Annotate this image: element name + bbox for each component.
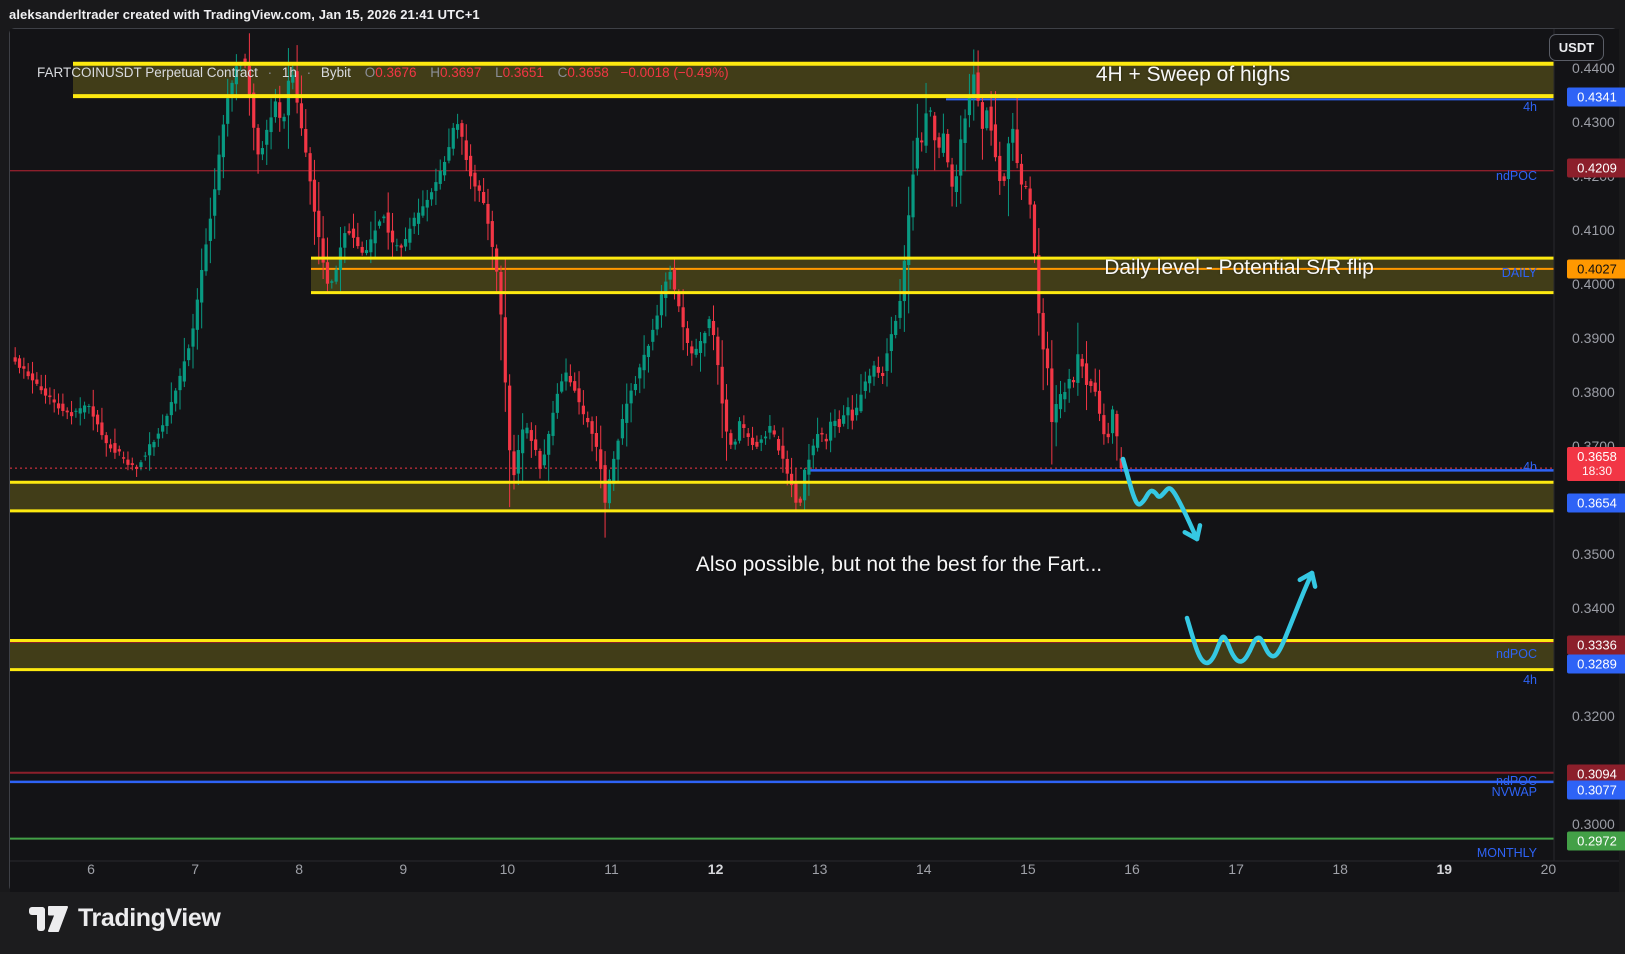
price-tick-0.3200: 0.3200 bbox=[1572, 707, 1615, 724]
time-tick-13: 13 bbox=[811, 861, 828, 877]
chart-widget: FARTCOINUSDT Perpetual Contract · 1h · B… bbox=[9, 28, 1625, 893]
time-tick-9: 9 bbox=[399, 861, 408, 877]
drawn-arrow-up-head bbox=[1297, 570, 1315, 583]
price-tick-0.4300: 0.4300 bbox=[1572, 113, 1615, 130]
symbol-title[interactable]: FARTCOINUSDT Perpetual Contract bbox=[37, 65, 258, 80]
price-tick-0.4400: 0.4400 bbox=[1572, 59, 1615, 76]
price-badge-0.4027: 0.4027 bbox=[1567, 259, 1625, 279]
level-tag-NVWAP: NVWAP bbox=[1491, 785, 1537, 799]
time-tick-17: 17 bbox=[1228, 861, 1244, 877]
tradingview-logo-text: TradingView bbox=[78, 904, 221, 932]
drawn-arrow-down[interactable] bbox=[1120, 456, 1200, 542]
attribution-text: aleksanderltrader created with TradingVi… bbox=[9, 7, 480, 22]
price-badge-0.3654: 0.3654 bbox=[1567, 493, 1625, 513]
level-tag-DAILY: DAILY bbox=[1501, 266, 1537, 280]
price-badge-0.3077: 0.3077 bbox=[1567, 780, 1625, 800]
price-chart[interactable] bbox=[10, 29, 1619, 893]
price-badge-0.4341: 0.4341 bbox=[1567, 87, 1625, 107]
legend-separator: · bbox=[306, 65, 312, 80]
tradingview-logo[interactable]: TradingView bbox=[28, 904, 221, 933]
drawn-arrow-down-head bbox=[1194, 523, 1203, 542]
open-value: 0.3676 bbox=[375, 65, 417, 80]
time-tick-6: 6 bbox=[87, 861, 95, 877]
high-value: 0.3697 bbox=[440, 65, 482, 80]
price-tick-0.3400: 0.3400 bbox=[1572, 599, 1615, 616]
candles bbox=[13, 33, 1123, 538]
zone-4h-sweep-of-highs[interactable] bbox=[73, 63, 1554, 97]
drawn-arrow-up[interactable] bbox=[1184, 570, 1315, 666]
legend-separator: · bbox=[267, 65, 273, 80]
price-badge-0.3094: 0.3094 bbox=[1567, 764, 1625, 784]
time-tick-18: 18 bbox=[1332, 861, 1348, 877]
level-tag-MONTHLY: MONTHLY bbox=[1476, 846, 1537, 860]
time-tick-8: 8 bbox=[295, 861, 304, 877]
footer-bar: TradingView bbox=[0, 892, 1625, 954]
price-tick-0.3000: 0.3000 bbox=[1572, 815, 1615, 832]
level-tag-ndPOC: ndPOC bbox=[1496, 647, 1537, 661]
price-tick-0.4000: 0.4000 bbox=[1572, 275, 1615, 292]
time-tick-15: 15 bbox=[1020, 861, 1036, 877]
open-prefix: O bbox=[364, 65, 376, 80]
time-tick-7: 7 bbox=[191, 861, 199, 877]
zone-mid-4h-level[interactable] bbox=[10, 482, 1554, 511]
symbol-legend[interactable]: FARTCOINUSDT Perpetual Contract · 1h · B… bbox=[37, 65, 729, 80]
level-tag-4h: 4h bbox=[1523, 673, 1537, 687]
time-tick-16: 16 bbox=[1124, 861, 1140, 877]
level-tag-4h: 4h bbox=[1523, 100, 1537, 115]
zone-daily-sr-flip[interactable] bbox=[311, 258, 1554, 293]
close-value: 0.3658 bbox=[567, 65, 609, 80]
change-value: −0.0018 (−0.49%) bbox=[620, 65, 729, 80]
price-badge-0.2972: 0.2972 bbox=[1567, 831, 1625, 851]
time-tick-14: 14 bbox=[916, 861, 932, 877]
tradingview-logo-icon bbox=[29, 905, 68, 932]
zone-lower-4h-ndpoc[interactable] bbox=[10, 640, 1554, 670]
annotation-scenario[interactable]: Also possible, but not the best for the … bbox=[695, 553, 1103, 576]
interval-label[interactable]: 1h bbox=[281, 65, 297, 80]
price-badge-0.4209: 0.4209 bbox=[1567, 158, 1625, 178]
low-value: 0.3651 bbox=[502, 65, 544, 80]
price-tick-0.3500: 0.3500 bbox=[1572, 545, 1615, 562]
annotation-daily-level[interactable]: Daily level - Potential S/R flip bbox=[1104, 256, 1374, 279]
currency-toggle-button[interactable]: USDT bbox=[1549, 34, 1604, 61]
chart-background bbox=[10, 29, 1619, 893]
time-tick-11: 11 bbox=[604, 861, 619, 877]
candle-countdown: 18:30 bbox=[1581, 464, 1613, 478]
time-tick-19: 19 bbox=[1436, 861, 1453, 877]
annotation-sweep-of-highs[interactable]: 4H + Sweep of highs bbox=[1095, 63, 1291, 86]
high-prefix: H bbox=[430, 65, 441, 80]
level-tag-4h: 4h bbox=[1523, 460, 1537, 474]
price-tick-0.3900: 0.3900 bbox=[1572, 329, 1615, 346]
price-badge-0.3289: 0.3289 bbox=[1567, 654, 1625, 674]
level-tag-ndPOC: ndPOC bbox=[1496, 774, 1537, 788]
time-tick-20: 20 bbox=[1540, 861, 1557, 877]
price-tick-0.3800: 0.3800 bbox=[1572, 383, 1615, 400]
low-prefix: L bbox=[495, 65, 503, 80]
exchange-label: Bybit bbox=[320, 65, 351, 80]
price-badge-0.3336: 0.3336 bbox=[1567, 635, 1625, 655]
level-tag-ndPOC: ndPOC bbox=[1496, 169, 1537, 183]
price-badge-0.3658: 0.3658 18:30 bbox=[1567, 447, 1625, 481]
close-prefix: C bbox=[557, 65, 568, 80]
price-tick-0.4100: 0.4100 bbox=[1572, 221, 1615, 238]
time-tick-12: 12 bbox=[707, 861, 724, 877]
time-tick-10: 10 bbox=[499, 861, 516, 877]
